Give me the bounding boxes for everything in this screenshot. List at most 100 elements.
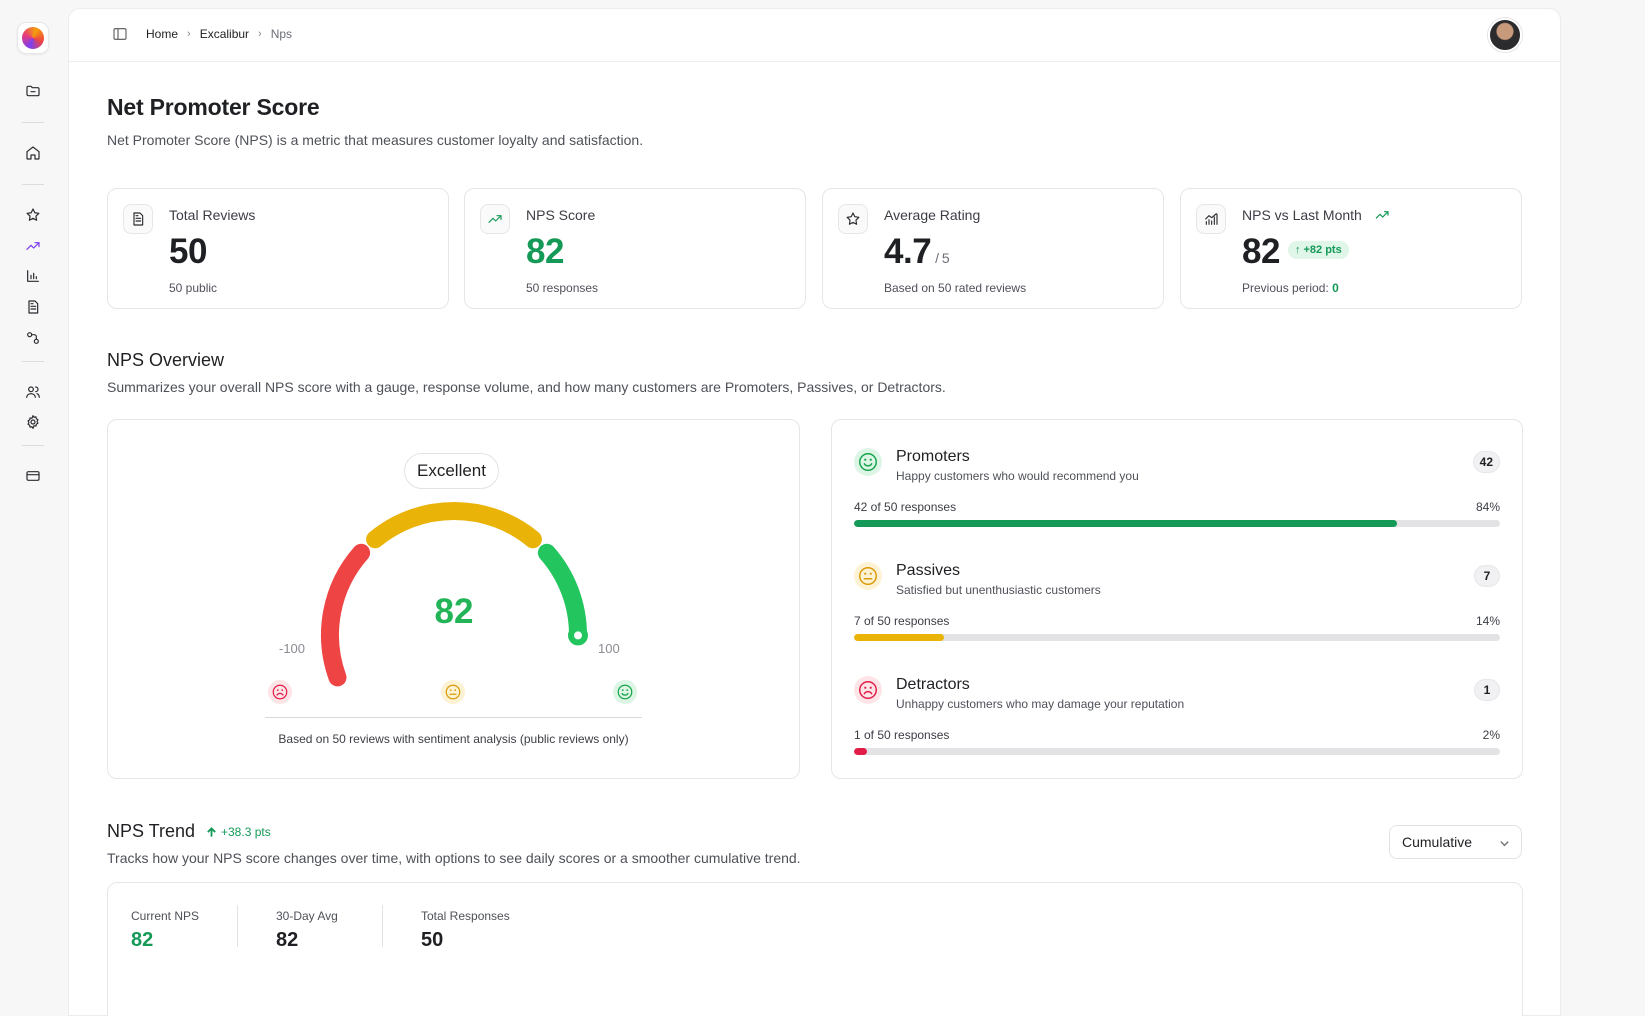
kpi-value: 50 xyxy=(169,232,207,271)
folder-icon[interactable] xyxy=(22,80,44,102)
gear-icon[interactable] xyxy=(22,411,44,433)
segment-name: Passives xyxy=(896,562,961,579)
kpi-label: Total Reviews xyxy=(169,207,256,223)
breadcrumb-home[interactable]: Home xyxy=(146,27,179,41)
star-icon[interactable] xyxy=(22,204,44,226)
page-title: Net Promoter Score xyxy=(107,94,320,120)
trending-up-icon[interactable] xyxy=(22,235,44,257)
segment-name: Detractors xyxy=(896,676,970,693)
trending-up-icon xyxy=(480,204,510,234)
segment-percent: 14% xyxy=(1475,614,1500,628)
home-icon[interactable] xyxy=(22,142,44,164)
neutral-face-icon xyxy=(854,562,882,590)
sidebar-divider xyxy=(22,122,44,123)
overview-title: NPS Overview xyxy=(107,350,225,370)
stat-value: 82 xyxy=(276,929,299,951)
star-icon xyxy=(838,204,868,234)
gauge-arc-promoter xyxy=(537,543,588,645)
trend-mode-select[interactable]: Cumulative xyxy=(1389,825,1522,859)
trend-mode-value: Cumulative xyxy=(1402,834,1473,850)
main-panel: Home › Excalibur › Nps Net Promoter Scor… xyxy=(68,8,1561,1016)
segment-count: 42 xyxy=(1472,451,1500,473)
segment-count: 7 xyxy=(1474,565,1500,587)
arrow-up-icon xyxy=(207,826,216,837)
kpi-sub: 50 public xyxy=(169,281,218,295)
logo-orb xyxy=(22,27,44,49)
kpi-nps-vs-last-month: NPS vs Last Month 82 ↑ +82 pts Previous p… xyxy=(1180,188,1522,309)
delta-badge: ↑ +82 pts xyxy=(1287,240,1349,259)
segment-desc: Unhappy customers who may damage your re… xyxy=(896,697,1185,711)
credit-card-icon[interactable] xyxy=(22,465,44,487)
document-icon xyxy=(123,204,153,234)
bar-chart-icon[interactable] xyxy=(22,265,44,287)
neutral-face-icon xyxy=(441,680,465,704)
kpi-label: NPS Score xyxy=(526,207,596,223)
segment-desc: Happy customers who would recommend you xyxy=(896,469,1139,483)
kpi-sub-prefix: Previous period: xyxy=(1242,281,1329,295)
app-logo[interactable] xyxy=(17,22,49,54)
gauge-card: Excellent 82 -100 100 Based on 50 review… xyxy=(107,419,800,779)
segment-fill xyxy=(854,634,945,641)
top-bar: Home › Excalibur › Nps xyxy=(69,9,1560,62)
segment-count: 1 xyxy=(1474,679,1500,701)
segment-fill xyxy=(854,520,1397,527)
overview-subtitle: Summarizes your overall NPS score with a… xyxy=(107,379,946,395)
user-avatar[interactable] xyxy=(1488,18,1522,52)
rating-badge: Excellent xyxy=(404,453,499,489)
stat-divider xyxy=(237,905,238,947)
segment-name: Promoters xyxy=(896,448,970,465)
nps-gauge xyxy=(321,502,588,687)
segment-responses: 1 of 50 responses xyxy=(854,728,950,742)
kpi-sub-value: 0 xyxy=(1332,281,1339,295)
frown-face-icon xyxy=(268,680,292,704)
kpi-sub: 50 responses xyxy=(526,281,599,295)
kpi-nps-score: NPS Score 82 50 responses xyxy=(464,188,806,309)
segment-responses: 7 of 50 responses xyxy=(854,614,950,628)
kpi-value-number: 82 xyxy=(1242,232,1280,271)
stat-current-nps: Current NPS 82 xyxy=(131,909,199,952)
gauge-min-label: -100 xyxy=(279,641,306,656)
stat-30-day-avg: 30-Day Avg 82 xyxy=(276,909,338,952)
segment-track xyxy=(854,748,1500,755)
chevron-down-icon xyxy=(1500,841,1509,847)
segment-desc: Satisfied but unenthusiastic customers xyxy=(896,583,1101,597)
breadcrumb-project[interactable]: Excalibur xyxy=(199,27,250,41)
gauge-arc-detractor xyxy=(321,543,371,687)
segment-track xyxy=(854,520,1500,527)
breadcrumb: Home › Excalibur › Nps xyxy=(146,27,292,41)
chevron-right-icon: › xyxy=(187,28,191,40)
sidebar-divider xyxy=(22,445,44,446)
kpi-value: 4.7/ 5 xyxy=(884,232,950,272)
gauge-note: Based on 50 reviews with sentiment analy… xyxy=(278,732,629,746)
segment-percent: 2% xyxy=(1482,728,1500,742)
chevron-right-icon: › xyxy=(258,28,262,40)
stat-label: Total Responses xyxy=(421,909,510,923)
kpi-label-text: NPS vs Last Month xyxy=(1242,207,1362,224)
integrations-icon[interactable] xyxy=(22,327,44,349)
stat-value: 82 xyxy=(131,929,154,951)
smile-face-icon xyxy=(854,448,882,476)
kpi-sub: Based on 50 rated reviews xyxy=(884,281,1027,295)
sidebar-divider xyxy=(22,184,44,185)
trend-subtitle: Tracks how your NPS score changes over t… xyxy=(107,850,801,866)
segments-card: Promoters Happy customers who would reco… xyxy=(831,419,1523,779)
signal-chart-icon xyxy=(1196,204,1226,234)
users-icon[interactable] xyxy=(22,381,44,403)
sidebar-divider xyxy=(22,361,44,362)
segment-percent: 84% xyxy=(1475,500,1500,514)
sidebar-toggle-icon[interactable] xyxy=(112,26,130,44)
document-icon[interactable] xyxy=(22,296,44,318)
segment-fill xyxy=(854,748,867,755)
gauge-divider xyxy=(265,717,642,718)
kpi-sub: Previous period: 0 xyxy=(1242,281,1339,295)
kpi-value: 82 ↑ +82 pts xyxy=(1242,232,1349,272)
stat-label: 30-Day Avg xyxy=(276,909,338,923)
gauge-indicator xyxy=(567,625,588,646)
kpi-value-number: 4.7 xyxy=(884,232,932,271)
stat-value: 50 xyxy=(421,929,444,951)
stat-label: Current NPS xyxy=(131,909,200,923)
trend-delta: +38.3 pts xyxy=(206,825,271,839)
trending-up-icon xyxy=(1374,207,1390,226)
kpi-label: Average Rating xyxy=(884,207,981,223)
kpi-value: 82 xyxy=(526,232,564,271)
